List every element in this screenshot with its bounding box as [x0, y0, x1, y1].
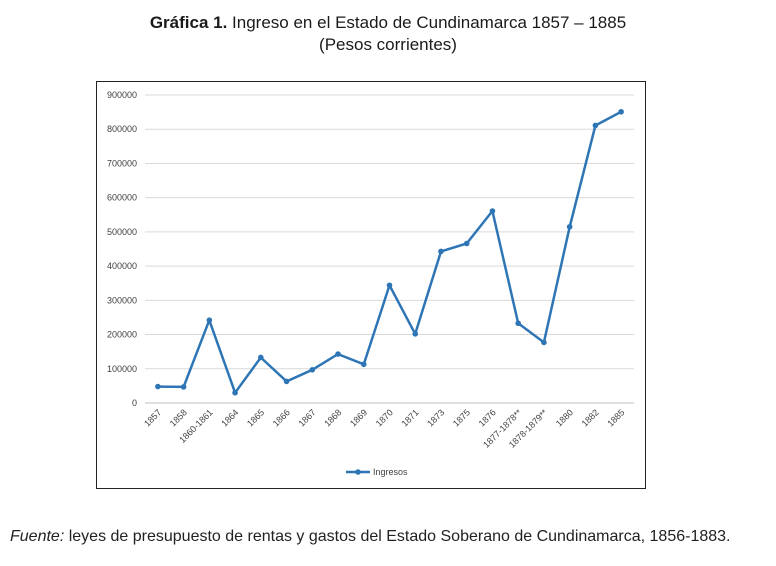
- source-text: leyes de presupuesto de rentas y gastos …: [64, 528, 731, 545]
- line-chart: 0 100000 200000 300000 400000 500000 600000 700…: [107, 90, 634, 477]
- chart-subtitle: (Pesos corrientes): [319, 35, 457, 54]
- x-tick-label: 1876: [477, 407, 498, 428]
- data-point: [180, 384, 187, 390]
- x-tick-label: 1869: [348, 407, 369, 428]
- x-tick-label: 1880: [554, 407, 575, 428]
- x-tick-label: 1875: [451, 407, 472, 428]
- data-point: [360, 361, 367, 368]
- series-line-ingresos: [157, 110, 622, 394]
- data-point: [515, 320, 521, 327]
- data-point: [592, 122, 599, 129]
- y-tick-label: 500000: [107, 227, 137, 237]
- y-tick-label: 900000: [107, 90, 137, 100]
- chart-title-number: Gráfica 1.: [149, 13, 228, 32]
- data-point: [463, 240, 470, 247]
- source-label: Fuente:: [10, 528, 65, 545]
- data-point: [566, 223, 573, 230]
- y-tick-label: 700000: [107, 158, 137, 168]
- data-point: [258, 354, 264, 361]
- x-tick-label: 1864: [219, 407, 240, 428]
- chart-title-text: Ingreso en el Estado de Cundinamarca 185…: [227, 13, 627, 32]
- x-tick-label: 1867: [296, 407, 317, 428]
- y-tick-label: 100000: [107, 364, 137, 374]
- data-point: [335, 351, 341, 357]
- data-point: [309, 367, 316, 373]
- data-point: [206, 317, 213, 323]
- data-point: [412, 331, 419, 337]
- data-point: [386, 282, 393, 289]
- data-point: [232, 389, 238, 396]
- x-tick-label: 1870: [374, 407, 395, 428]
- y-tick-label: 200000: [107, 330, 137, 340]
- data-point: [155, 383, 161, 390]
- y-tick-label: 800000: [107, 124, 137, 134]
- x-tick-label: 1885: [605, 407, 626, 428]
- y-tick-label: 600000: [107, 193, 137, 203]
- y-tick-label: 300000: [107, 295, 137, 305]
- x-tick-label: 1857: [142, 407, 163, 428]
- source-note: Fuente: leyes de presupuesto de rentas y…: [10, 528, 730, 546]
- legend-label: Ingresos: [373, 467, 408, 477]
- x-tick-label: 1882: [580, 407, 601, 428]
- data-point: [489, 208, 496, 214]
- y-tick-label: 400000: [107, 261, 137, 271]
- data-point: [541, 339, 547, 346]
- legend-marker: [355, 469, 361, 475]
- x-tick-label: 1868: [322, 407, 343, 428]
- x-tick-label: 1858: [168, 407, 189, 428]
- chart-title-block: Gráfica 1. Ingreso en el Estado de Cundi…: [0, 12, 776, 56]
- x-tick-label: 1873: [425, 407, 446, 428]
- data-point: [283, 378, 290, 385]
- y-tick-label: 0: [132, 398, 137, 408]
- x-tick-label: 1865: [245, 407, 266, 428]
- data-point: [438, 248, 444, 255]
- x-tick-label: 1871: [399, 407, 420, 428]
- chart-title: Gráfica 1. Ingreso en el Estado de Cundi…: [0, 12, 776, 34]
- data-point: [618, 108, 624, 115]
- chart-frame: 0 100000 200000 300000 400000 500000 600000 700…: [96, 81, 646, 489]
- x-tick-label: 1866: [271, 407, 292, 428]
